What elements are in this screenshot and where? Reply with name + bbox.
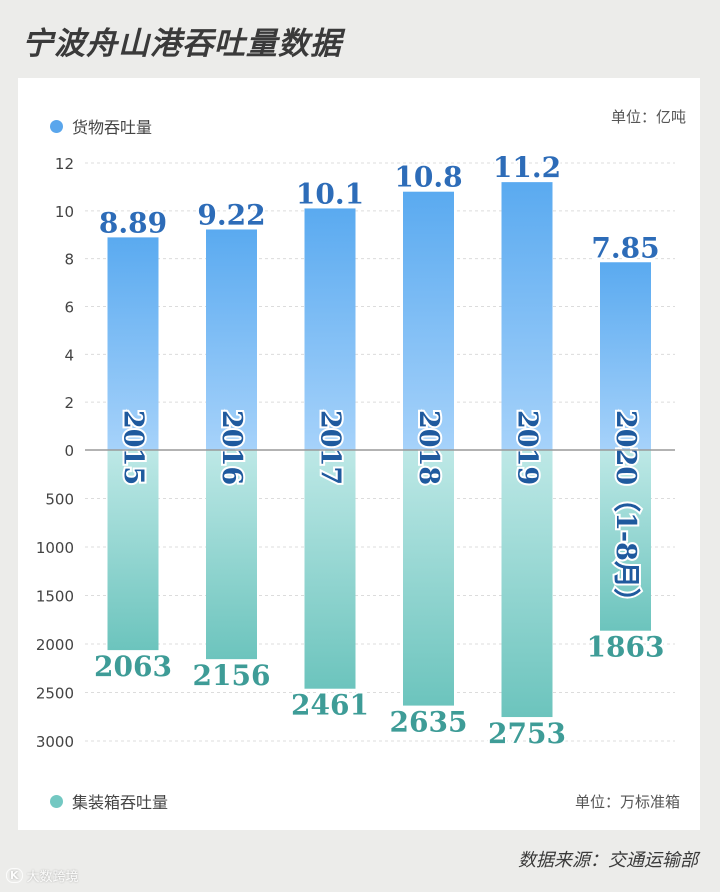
cargo-value-label: 11.2	[493, 151, 561, 184]
cargo-unit: 单位：亿吨	[610, 108, 686, 126]
container-axis-tick: 2000	[36, 636, 74, 654]
cargo-value-label: 10.8	[394, 161, 462, 194]
container-axis-tick: 500	[45, 491, 74, 509]
watermark-text: 大数跨境	[26, 870, 79, 885]
cargo-axis-tick: 0	[64, 442, 74, 460]
container-bar	[600, 450, 651, 631]
watermark: K 大数跨境	[6, 866, 79, 885]
year-label: 2020（1-8月）	[610, 410, 641, 615]
container-axis-tick: 1000	[36, 539, 74, 557]
cargo-bar	[403, 191, 454, 450]
cargo-value-label: 10.1	[296, 177, 364, 210]
year-label: 2015	[118, 410, 149, 485]
container-value-label: 2461	[291, 689, 369, 722]
year-label: 2019	[512, 410, 543, 485]
cargo-bar	[600, 262, 651, 450]
cargo-bar	[304, 208, 356, 450]
cargo-bar	[206, 229, 257, 450]
cargo-value-label: 7.85	[591, 231, 659, 264]
container-bar	[403, 450, 454, 706]
cargo-axis-tick: 6	[64, 299, 74, 317]
container-axis-tick: 1500	[36, 588, 74, 606]
cargo-value-label: 8.89	[99, 206, 167, 239]
cargo-bar	[107, 237, 159, 450]
container-unit: 单位：万标准箱	[574, 793, 680, 811]
container-axis-tick: 2500	[36, 685, 74, 703]
cargo-axis-tick: 2	[64, 394, 74, 412]
container-bar	[501, 450, 553, 718]
container-value-label: 2063	[94, 650, 172, 683]
container-legend-dot-icon	[50, 794, 63, 808]
legend-cargo-label: 货物吞吐量	[72, 118, 153, 137]
legend-cargo: 货物吞吐量	[50, 114, 152, 138]
cargo-axis-tick: 10	[55, 203, 74, 221]
cargo-axis-tick: 8	[64, 251, 74, 269]
legend-container: 集装箱吞吐量	[50, 789, 168, 813]
year-label: 2017	[315, 410, 346, 485]
page-title: 宁波舟山港吞吐量数据	[22, 26, 342, 62]
cargo-axis-tick: 12	[55, 155, 74, 173]
container-axis-tick: 3000	[36, 733, 74, 751]
container-bar	[304, 450, 356, 689]
cargo-legend-dot-icon	[50, 119, 63, 133]
year-label: 2016	[216, 410, 247, 485]
watermark-logo-icon: K	[6, 868, 23, 883]
legend-container-label: 集装箱吞吐量	[72, 793, 169, 812]
container-bar	[206, 450, 257, 660]
cargo-axis-tick: 4	[64, 346, 74, 364]
container-bar	[107, 450, 159, 651]
container-value-label: 2156	[193, 659, 271, 692]
cargo-value-label: 9.22	[197, 198, 265, 231]
container-value-label: 2635	[390, 706, 468, 739]
cargo-bar	[501, 182, 553, 450]
container-value-label: 1863	[587, 631, 665, 664]
year-label: 2018	[413, 410, 444, 485]
data-source: 数据来源：交通运输部	[518, 850, 698, 871]
container-value-label: 2753	[488, 717, 566, 750]
